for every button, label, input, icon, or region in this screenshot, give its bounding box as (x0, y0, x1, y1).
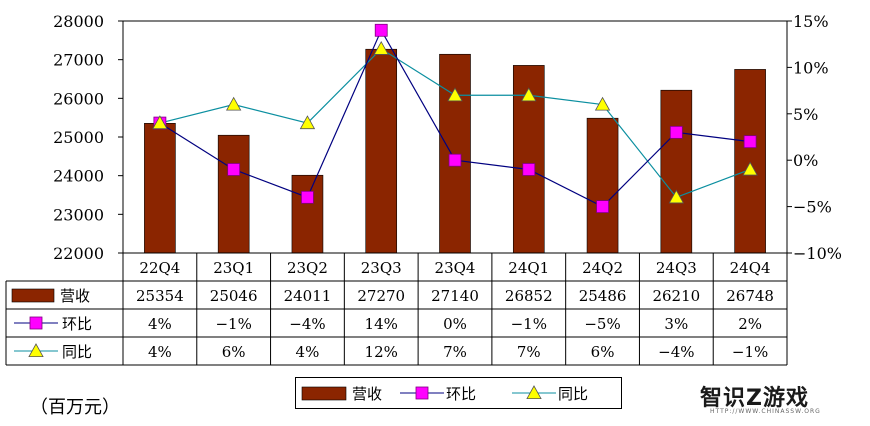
legend: 营收 环比 同比 (295, 377, 622, 409)
right-axis-label: 5% (793, 105, 818, 124)
qoq-marker (669, 125, 683, 139)
table-cell: 7% (517, 343, 541, 361)
table-cell: 27140 (431, 287, 479, 305)
category-label: 23Q3 (361, 259, 402, 277)
revenue-bar (586, 117, 619, 254)
category-label: 23Q2 (287, 259, 328, 277)
right-axis-label: −10% (793, 244, 842, 263)
table-cell: 4% (296, 343, 320, 361)
revenue-bar (217, 134, 250, 254)
yoy-marker (447, 87, 463, 102)
table-cell: 12% (365, 343, 398, 361)
right-axis-label: 15% (793, 12, 829, 31)
category-label: 23Q4 (435, 259, 476, 277)
revenue-bar (660, 89, 693, 254)
legend-key-qoq-marker (415, 386, 429, 400)
yoy-marker (668, 189, 685, 204)
table-cell: 3% (664, 315, 688, 333)
table-cell: 27270 (357, 287, 405, 305)
table-cell: 26210 (652, 287, 700, 305)
revenue-bar (439, 53, 471, 254)
yoy-marker (521, 87, 537, 102)
unit-label: （百万元） (30, 397, 120, 418)
legend-key-yoy-marker (526, 385, 542, 400)
table-cell: 6% (591, 343, 615, 361)
table-cell: 0% (443, 315, 467, 333)
qoq-marker (743, 135, 757, 149)
row-key-yoy-marker (28, 343, 44, 358)
table-cell: −1% (732, 343, 768, 361)
yoy-marker (594, 96, 611, 111)
table-cell: −4% (289, 315, 325, 333)
table-cell: −5% (584, 315, 620, 333)
legend-label-yoy: 同比 (558, 385, 588, 403)
yoy-marker (742, 161, 758, 176)
row-key-revenue (11, 288, 55, 303)
qoq-marker (596, 200, 609, 214)
table-cell: 14% (365, 315, 398, 333)
watermark-text: 智识Z游戏 (700, 386, 809, 411)
category-label: 24Q1 (508, 259, 549, 277)
category-label: 24Q2 (582, 259, 623, 277)
table-cell: 24011 (284, 287, 332, 305)
table-cell: 7% (443, 343, 467, 361)
category-label: 24Q4 (730, 259, 771, 277)
table-cell: −4% (658, 343, 694, 361)
yoy-marker (373, 41, 389, 55)
right-axis-label: 10% (793, 58, 829, 77)
left-axis-label: 28000 (53, 12, 104, 31)
row-header-revenue: 营收 (60, 287, 90, 305)
table-cell: −1% (511, 315, 547, 333)
revenue-bar (365, 48, 398, 254)
left-axis-label: 26000 (53, 89, 104, 108)
row-header-qoq: 环比 (62, 315, 92, 333)
row-key-qoq-marker (29, 316, 43, 330)
table-cell: 4% (148, 343, 172, 361)
table-cell: 25486 (579, 287, 627, 305)
watermark-url: HTTP://WWW.CHINASSW.ORG (710, 408, 821, 415)
category-label: 22Q4 (139, 259, 180, 277)
category-label: 24Q3 (656, 259, 697, 277)
yoy-marker (152, 115, 168, 130)
left-axis-label: 27000 (53, 51, 104, 70)
left-axis-label: 22000 (53, 244, 104, 263)
revenue-bar (144, 123, 176, 254)
qoq-marker (374, 23, 388, 37)
table-cell: 4% (148, 315, 172, 333)
legend-key-revenue (301, 386, 347, 401)
yoy-marker (225, 96, 242, 111)
yoy-marker (299, 115, 316, 130)
row-header-yoy: 同比 (62, 343, 92, 361)
legend-graphics: 营收 环比 同比 (301, 385, 588, 403)
table-cell: −1% (215, 315, 251, 333)
qoq-marker (301, 190, 314, 204)
left-axis-label: 23000 (53, 205, 104, 224)
right-axis-label: −5% (793, 198, 832, 217)
table-cell: 6% (222, 343, 246, 361)
qoq-marker (522, 163, 536, 176)
qoq-marker (227, 163, 241, 176)
revenue-bar (734, 69, 766, 254)
watermark-logo: 智识Z游戏 HTTP://WWW.CHINASSW.ORG (700, 380, 850, 420)
table-cell: 25354 (136, 287, 184, 305)
qoq-marker (448, 153, 462, 167)
table-cell: 25046 (210, 287, 258, 305)
left-axis-label: 24000 (53, 167, 104, 186)
revenue-bar (291, 174, 324, 254)
legend-label-revenue: 营收 (352, 385, 382, 403)
table-cell: 26852 (505, 287, 553, 305)
table-cell: 2% (738, 315, 762, 333)
right-axis-label: 0% (793, 151, 818, 170)
left-axis-label: 25000 (53, 128, 104, 147)
table-cell: 26748 (726, 287, 774, 305)
category-label: 23Q1 (213, 259, 254, 277)
legend-label-qoq: 环比 (446, 385, 476, 403)
